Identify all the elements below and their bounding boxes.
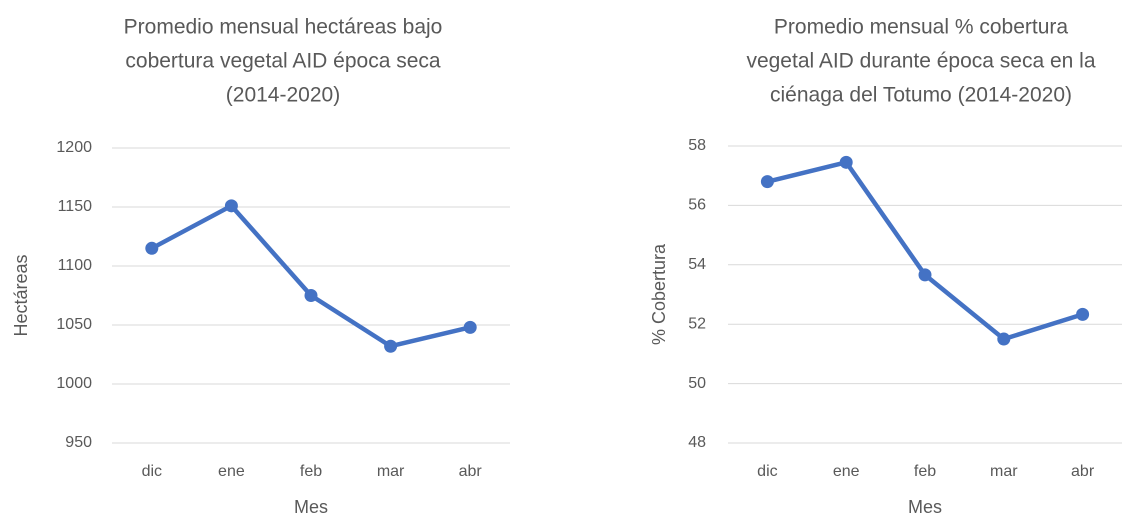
chart-title: Promedio mensual % cobertura [774, 16, 1068, 39]
chart-title: Promedio mensual hectáreas bajo [124, 16, 443, 39]
x-tick-label: ene [218, 463, 245, 480]
chart-title: (2014-2020) [226, 84, 340, 107]
x-tick-label: feb [914, 463, 936, 480]
x-axis-label: Mes [294, 497, 328, 517]
marker [304, 289, 318, 302]
x-tick-label: mar [377, 463, 405, 480]
y-tick-label: 1200 [56, 139, 92, 156]
marker [463, 320, 477, 334]
x-axis-label: Mes [908, 497, 942, 517]
y-tick-label: 48 [688, 434, 706, 451]
x-tick-label: dic [757, 463, 777, 480]
marker [760, 175, 774, 189]
line [766, 160, 1084, 342]
marker [1076, 307, 1090, 321]
marker [997, 332, 1011, 346]
y-tick-label: 1000 [56, 375, 92, 392]
y-tick-label: 1100 [58, 257, 93, 274]
marker [224, 199, 238, 213]
chart-title: vegetal AID durante época seca en la [746, 50, 1095, 73]
x-tick-label: mar [990, 463, 1018, 480]
y-tick-label: 58 [688, 137, 706, 154]
x-tick-label: abr [1071, 463, 1095, 480]
x-tick-label: abr [459, 463, 483, 480]
marker [918, 268, 932, 282]
y-tick-label: 50 [688, 375, 706, 392]
y-tick-label: 950 [65, 434, 92, 451]
y-tick-label: 52 [688, 315, 706, 332]
y-tick-label: 1050 [56, 316, 92, 333]
chart-title: cobertura vegetal AID época seca [125, 50, 441, 73]
y-axis-label: % Cobertura [649, 243, 669, 345]
x-tick-label: ene [833, 463, 860, 480]
y-tick-label: 1150 [58, 198, 93, 215]
marker [839, 155, 853, 169]
chart-title: ciénaga del Totumo (2014-2020) [770, 84, 1072, 107]
y-tick-label: 54 [688, 256, 706, 273]
marker [145, 241, 159, 255]
marker [384, 339, 398, 353]
x-tick-label: feb [300, 463, 322, 480]
y-tick-label: 56 [688, 197, 706, 214]
y-axis-label: Hectáreas [11, 254, 31, 336]
x-tick-label: dic [142, 463, 162, 480]
